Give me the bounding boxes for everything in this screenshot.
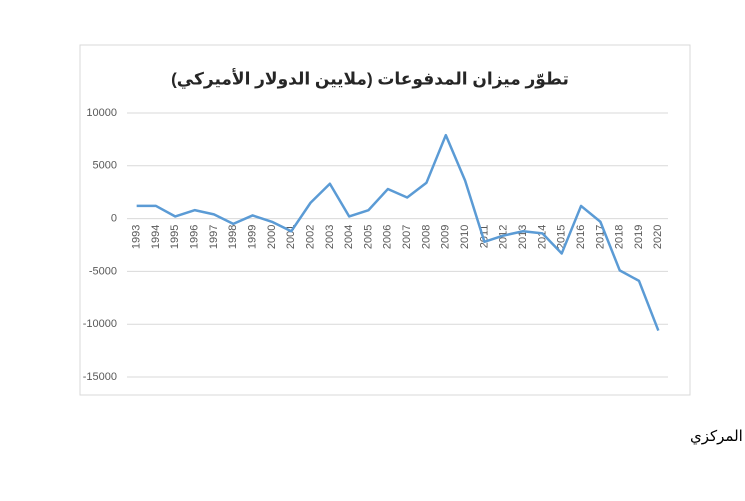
y-tick-label: 0 — [111, 213, 117, 225]
chart-title: تطوّر ميزان المدفوعات (ملايين الدولار ال… — [171, 68, 569, 89]
x-tick-label: 2009 — [440, 225, 452, 249]
x-tick-label: 2015 — [556, 225, 568, 249]
x-tick-label: 1994 — [150, 225, 162, 249]
y-tick-label: 10000 — [86, 107, 117, 119]
data-line — [136, 133, 660, 331]
x-tick-label: 2016 — [575, 225, 587, 249]
x-tick-label: 2014 — [536, 225, 548, 249]
x-tick-label: 2008 — [420, 225, 432, 249]
x-tick-label: 2002 — [304, 225, 316, 249]
y-tick-label: -15000 — [83, 371, 117, 383]
x-tick-label: 1993 — [131, 225, 143, 249]
x-tick-label: 2018 — [614, 225, 626, 249]
x-tick-label: 1995 — [169, 225, 181, 249]
x-tick-label: 1996 — [189, 225, 201, 249]
x-tick-label: 2007 — [401, 225, 413, 249]
x-tick-label: 1997 — [208, 225, 220, 249]
chart-border — [79, 44, 691, 396]
x-tick-label: 1999 — [246, 225, 258, 249]
x-tick-label: 2005 — [362, 225, 374, 249]
y-tick-label: 5000 — [93, 160, 117, 172]
x-tick-label: 1998 — [227, 225, 239, 249]
x-tick-label: 2020 — [652, 225, 664, 249]
x-tick-label: 2017 — [594, 225, 606, 249]
x-tick-label: 2006 — [382, 225, 394, 249]
x-tick-label: 2000 — [266, 225, 278, 249]
x-tick-label: 2019 — [633, 225, 645, 249]
x-tick-label: 2010 — [459, 225, 471, 249]
x-tick-label: 2003 — [324, 225, 336, 249]
x-tick-label: 2004 — [343, 225, 355, 249]
x-tick-label: 2013 — [517, 225, 529, 249]
source-note: المصدر: أرقام المصرف المركزي — [690, 426, 745, 446]
y-tick-label: -5000 — [89, 265, 117, 277]
y-tick-label: -10000 — [83, 318, 117, 330]
